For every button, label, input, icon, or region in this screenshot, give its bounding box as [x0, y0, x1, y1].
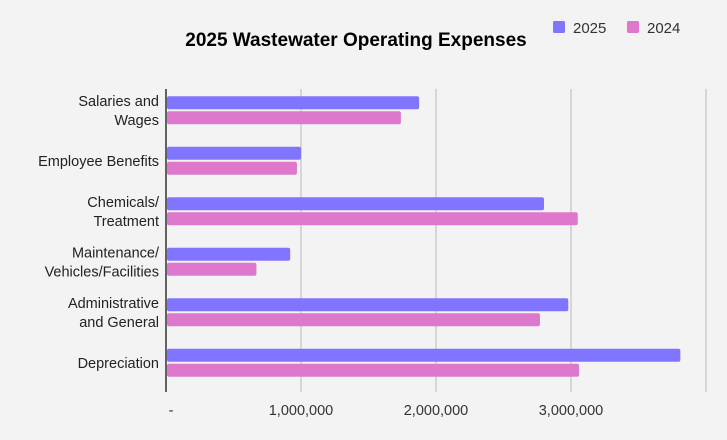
bar-2024 [167, 161, 297, 175]
category-label-line: Vehicles/Facilities [45, 264, 159, 280]
category-label: Depreciation [78, 356, 159, 372]
bar-2024 [167, 262, 257, 276]
category-labels: Salaries and Wages Employee Benefits Chemic… [38, 94, 160, 372]
category-label-line: Depreciation [78, 356, 159, 372]
legend-label-2024: 2024 [647, 20, 680, 37]
category-label-line: and General [79, 315, 159, 331]
bar-2024 [167, 111, 401, 125]
bar-2025 [167, 298, 569, 312]
category-label: Employee Benefits [38, 154, 159, 170]
bar-2025 [167, 197, 544, 211]
x-tick-label: - [169, 403, 174, 419]
bar-2025 [167, 96, 420, 110]
bar-2024 [167, 212, 578, 226]
x-tick-labels: - 1,000,000 2,000,000 3,000,000 [169, 403, 604, 419]
category-label-line: Treatment [93, 214, 159, 230]
category-label: Chemicals/Treatment [87, 195, 160, 230]
category-label-line: Salaries and [78, 94, 159, 110]
x-tick-label: 3,000,000 [539, 403, 604, 419]
bar-2024 [167, 363, 580, 377]
bar-2025 [167, 348, 681, 362]
bar-2025 [167, 146, 301, 160]
x-tick-label: 1,000,000 [269, 403, 334, 419]
category-label-line: Chemicals/ [87, 195, 160, 211]
category-label-line: Administrative [68, 296, 159, 312]
category-label-line: Maintenance/ [72, 245, 160, 261]
bar-2025 [167, 247, 291, 261]
category-label-line: Employee Benefits [38, 154, 159, 170]
legend: 2025 2024 [553, 20, 680, 37]
bars [167, 96, 681, 377]
legend-label-2025: 2025 [573, 20, 606, 37]
chart-title: 2025 Wastewater Operating Expenses [185, 30, 526, 51]
gridlines [300, 89, 707, 392]
category-label: Salaries and Wages [78, 94, 159, 129]
legend-swatch-2024 [627, 21, 639, 33]
category-label: Administrative and General [68, 296, 159, 331]
category-label: Maintenance/Vehicles/Facilities [45, 245, 160, 280]
legend-swatch-2025 [553, 21, 565, 33]
bar-2024 [167, 313, 540, 327]
category-label-line: Wages [114, 113, 159, 129]
x-tick-label: 2,000,000 [404, 403, 469, 419]
